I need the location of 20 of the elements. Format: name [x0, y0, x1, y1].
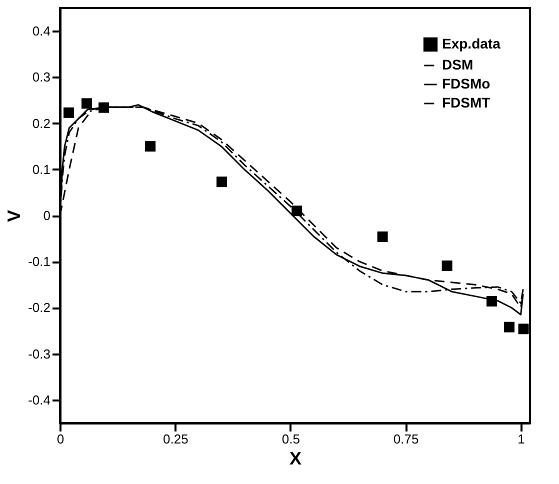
x-tick-label: 0.75: [393, 432, 419, 446]
x-tick-label: 0.25: [163, 432, 188, 446]
legend-label: FDSMT: [442, 94, 491, 110]
x-tick-label: 0: [56, 432, 64, 446]
x-axis-title: X: [289, 448, 302, 468]
y-axis-title: V: [4, 210, 24, 222]
y-tick-label: 0.4: [32, 24, 50, 39]
y-tick-label: -0.2: [28, 300, 50, 316]
legend-label: Exp.data: [442, 36, 501, 52]
y-tick-label: 0.1: [32, 162, 50, 177]
y-tick-label: 0.2: [32, 116, 50, 131]
x-tick-label: 0.5: [282, 432, 300, 446]
y-tick-label: 0.3: [32, 70, 50, 85]
y-tick-label: -0.3: [28, 346, 50, 362]
legend-label: DSM: [442, 56, 474, 72]
legend-label: FDSMo: [442, 76, 490, 92]
x-tick-label: 1: [518, 432, 525, 446]
y-tick-label: -0.4: [28, 392, 50, 408]
y-tick-label: 0: [43, 208, 50, 223]
y-tick-label: -0.1: [28, 254, 50, 270]
